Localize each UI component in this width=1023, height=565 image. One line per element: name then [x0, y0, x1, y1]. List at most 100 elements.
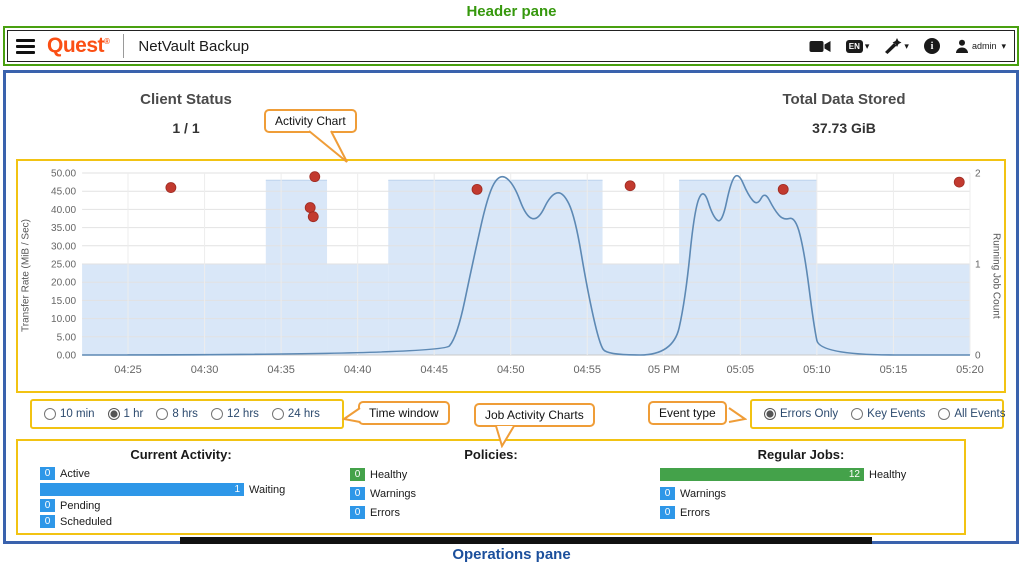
status-bar[interactable]: 0 — [40, 467, 55, 480]
activity-chart: 0.00 5.00 10.00 15.00 20.00 25.00 30.00 35.00 40… — [51, 169, 984, 376]
error-event-dot[interactable] — [309, 171, 321, 183]
error-event-dot[interactable] — [624, 180, 636, 192]
status-bar[interactable]: 12 — [660, 468, 864, 481]
event-type-radio-group: Errors Only Key Events All Events — [750, 399, 1005, 429]
error-event-dot[interactable] — [304, 202, 316, 213]
user-menu[interactable]: admin ▾ — [955, 39, 1006, 53]
error-event-dot[interactable] — [777, 183, 789, 195]
annotation-header-pane-label: Header pane — [466, 3, 557, 20]
menu-icon[interactable] — [16, 38, 35, 54]
time-window-radio[interactable] — [271, 408, 284, 420]
info-icon[interactable]: i — [923, 38, 940, 54]
status-bar[interactable]: 0 — [660, 506, 675, 519]
status-bar-value: 0 — [44, 468, 51, 479]
x-tick-label: 04:25 — [114, 364, 142, 376]
callout-tail-event-type — [728, 407, 747, 423]
time-window-option-12-hrs[interactable]: 12 hrs — [210, 408, 259, 420]
callout-time-window: Time window — [358, 401, 450, 425]
callout-tail-job-activity — [495, 425, 515, 448]
time-window-radio[interactable] — [44, 408, 56, 420]
status-bar-row-warnings: 0 Warnings — [350, 487, 632, 500]
total-data-stored-summary: Total Data Stored 37.73 GiB — [724, 91, 964, 136]
status-bar-row-active: 0 Active — [40, 467, 322, 480]
status-bar-label: Scheduled — [60, 515, 112, 528]
status-bar-label: Healthy — [869, 468, 907, 481]
x-tick-label: 04:55 — [573, 364, 601, 376]
x-tick-label: 04:40 — [344, 364, 372, 376]
status-bar-row-warnings: 0 Warnings — [660, 487, 942, 500]
status-bar-row-waiting: 1 Waiting — [40, 483, 322, 496]
x-tick-label: 05:15 — [880, 364, 908, 376]
time-window-option-24-hrs[interactable]: 24 hrs — [271, 408, 320, 420]
time-window-option-8-hrs[interactable]: 8 hrs — [156, 408, 198, 420]
status-bar-label: Healthy — [370, 468, 408, 481]
event-type-option-errors-only[interactable]: Errors Only — [764, 408, 838, 420]
error-event-dot[interactable] — [471, 183, 483, 195]
radio-label: 1 hr — [123, 408, 144, 420]
operations-column-title: Regular Jobs: — [757, 447, 845, 462]
caret-down-icon: ▾ — [1001, 40, 1006, 51]
x-tick-label: 04:50 — [497, 364, 525, 376]
video-camera-icon[interactable] — [809, 39, 831, 54]
app-title: NetVault Backup — [138, 37, 250, 55]
info-letter: i — [930, 40, 934, 52]
quest-logo-text: Quest — [47, 34, 105, 57]
time-window-radio[interactable] — [210, 408, 223, 420]
error-event-dot[interactable] — [953, 176, 965, 188]
event-type-option-all-events[interactable]: All Events — [938, 408, 1005, 420]
caret-down-icon: ▾ — [904, 40, 909, 51]
header-icon-group: EN ▾ ▾ i admin ▾ — [809, 38, 1006, 54]
quest-logo: Quest® — [47, 34, 110, 58]
status-bar[interactable]: 0 — [40, 515, 55, 528]
radio-label: 12 hrs — [226, 408, 259, 420]
radio-label: Errors Only — [780, 408, 839, 420]
status-bar-value: 12 — [848, 469, 860, 480]
status-bar[interactable]: 0 — [350, 487, 365, 500]
event-type-option-key-events[interactable]: Key Events — [851, 408, 925, 420]
status-bar[interactable]: 0 — [660, 487, 675, 500]
dashboard-pane: Client Status 1 / 1 Total Data Stored 37… — [3, 70, 1019, 544]
status-bar-row-scheduled: 0 Scheduled — [40, 515, 322, 528]
whats-new-menu[interactable]: ▾ — [884, 38, 909, 54]
status-bar[interactable]: 1 — [40, 483, 244, 496]
time-window-radio[interactable] — [107, 408, 120, 420]
y-right-tick-label: 2 — [975, 169, 981, 180]
total-data-stored-value: 37.73 GiB — [812, 120, 876, 136]
status-bar-label: Errors — [680, 506, 710, 519]
callout-job-activity-charts: Job Activity Charts — [474, 403, 595, 427]
y-left-tick-label: 25.00 — [51, 260, 76, 271]
annotation-operations-pane-label: Operations pane — [452, 546, 571, 563]
x-tick-label: 04:30 — [191, 364, 219, 376]
time-window-radio[interactable] — [156, 408, 169, 420]
event-type-radio[interactable] — [851, 408, 864, 420]
radio-label: Key Events — [867, 408, 926, 420]
callout-event-type: Event type — [648, 401, 727, 425]
radio-label: All Events — [954, 408, 1006, 420]
x-tick-label: 05:10 — [803, 364, 831, 376]
event-type-radio[interactable] — [938, 408, 951, 420]
status-bar-row-healthy: 0 Healthy — [350, 468, 632, 481]
client-status-label: Client Status — [140, 91, 232, 108]
y-left-tick-label: 30.00 — [51, 241, 76, 252]
error-event-dot[interactable] — [165, 182, 177, 193]
error-event-dot[interactable] — [307, 211, 319, 223]
event-type-radio[interactable] — [764, 408, 776, 420]
client-status-summary: Client Status 1 / 1 — [76, 91, 296, 136]
caret-down-icon: ▾ — [864, 40, 870, 51]
status-bar-value: 0 — [354, 488, 361, 499]
language-menu[interactable]: EN ▾ — [845, 39, 870, 53]
y-right-tick-label: 1 — [975, 260, 981, 271]
time-window-option-10-min[interactable]: 10 min — [44, 408, 95, 420]
registered-mark: ® — [104, 37, 110, 46]
status-bar[interactable]: 0 — [350, 506, 365, 519]
user-icon — [955, 39, 968, 53]
status-bar[interactable]: 0 — [40, 499, 55, 512]
running-jobs-area-segment — [602, 264, 680, 355]
callout-tail-time-window — [342, 407, 361, 423]
status-bar-value: 0 — [354, 469, 361, 480]
x-tick-label: 04:45 — [420, 364, 448, 376]
time-window-option-1-hr[interactable]: 1 hr — [107, 408, 144, 420]
operations-column-title: Policies: — [464, 447, 518, 462]
status-bar[interactable]: 0 — [350, 468, 365, 481]
x-tick-label: 05:20 — [956, 364, 984, 376]
